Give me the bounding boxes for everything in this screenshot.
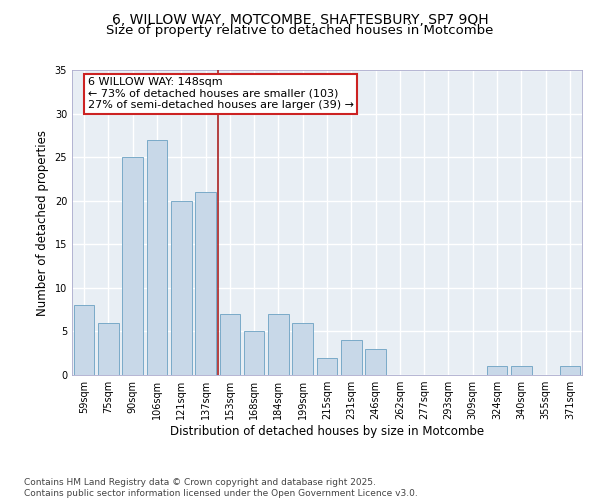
Bar <box>220 314 240 375</box>
Bar <box>171 200 191 375</box>
Bar <box>74 306 94 375</box>
Text: Contains HM Land Registry data © Crown copyright and database right 2025.
Contai: Contains HM Land Registry data © Crown c… <box>24 478 418 498</box>
X-axis label: Distribution of detached houses by size in Motcombe: Distribution of detached houses by size … <box>170 425 484 438</box>
Bar <box>146 140 167 375</box>
Bar <box>292 322 313 375</box>
Bar <box>365 349 386 375</box>
Text: 6 WILLOW WAY: 148sqm
← 73% of detached houses are smaller (103)
27% of semi-deta: 6 WILLOW WAY: 148sqm ← 73% of detached h… <box>88 77 354 110</box>
Text: 6, WILLOW WAY, MOTCOMBE, SHAFTESBURY, SP7 9QH: 6, WILLOW WAY, MOTCOMBE, SHAFTESBURY, SP… <box>112 12 488 26</box>
Bar <box>98 322 119 375</box>
Y-axis label: Number of detached properties: Number of detached properties <box>36 130 49 316</box>
Bar <box>244 332 265 375</box>
Bar <box>268 314 289 375</box>
Bar <box>122 157 143 375</box>
Bar <box>487 366 508 375</box>
Text: Size of property relative to detached houses in Motcombe: Size of property relative to detached ho… <box>106 24 494 37</box>
Bar <box>195 192 216 375</box>
Bar <box>341 340 362 375</box>
Bar <box>511 366 532 375</box>
Bar <box>317 358 337 375</box>
Bar <box>560 366 580 375</box>
